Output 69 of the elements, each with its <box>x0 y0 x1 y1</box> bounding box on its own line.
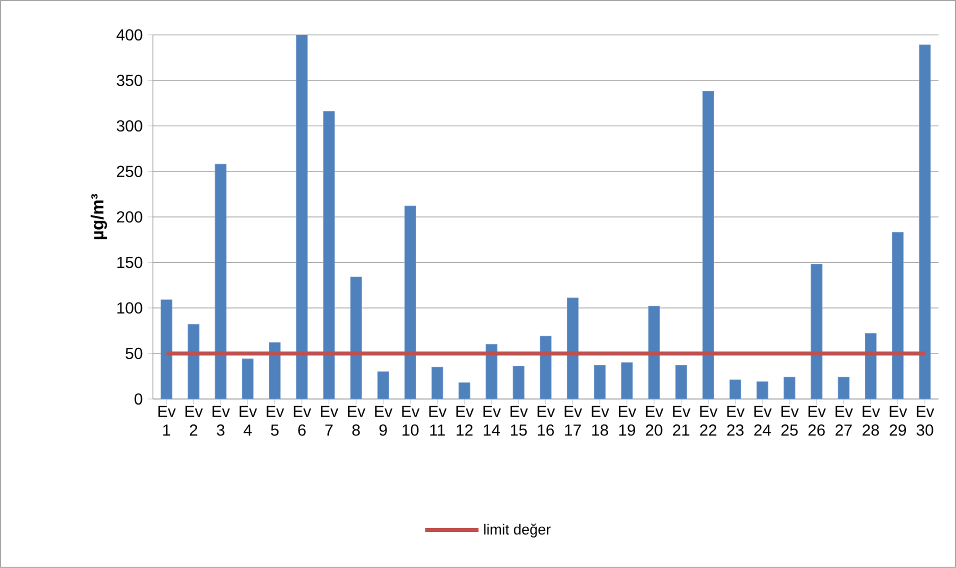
bar <box>486 344 498 400</box>
bar <box>432 366 444 400</box>
x-tick-label: Ev 4 <box>240 406 258 436</box>
y-tick-label: 250 <box>116 166 142 178</box>
bar <box>730 380 742 400</box>
bar <box>242 358 254 400</box>
x-tick-label: Ev 7 <box>320 406 338 436</box>
bar <box>160 300 172 400</box>
x-tick-label: Ev 21 <box>673 406 690 436</box>
bar <box>540 336 552 400</box>
bar <box>350 276 362 400</box>
y-axis-title: µg/m³ <box>90 194 108 240</box>
x-tick-label: Ev 30 <box>916 406 934 436</box>
x-tick-label: Ev 11 <box>429 406 447 436</box>
x-tick-label: Ev 22 <box>700 406 718 436</box>
bar <box>188 324 200 400</box>
bar <box>377 371 389 400</box>
x-tick-label: Ev 2 <box>186 406 203 436</box>
bar <box>892 232 904 400</box>
bar <box>864 333 877 400</box>
x-tick-label: Ev 29 <box>890 406 908 436</box>
bar <box>214 164 226 400</box>
bar <box>675 365 687 400</box>
bar <box>404 206 416 400</box>
y-tick-label: 200 <box>116 211 142 223</box>
x-tick-label: Ev 26 <box>808 406 826 436</box>
bar <box>810 264 822 400</box>
bar <box>296 34 308 400</box>
y-tick-label: 350 <box>116 74 142 86</box>
x-tick-label: Ev 24 <box>754 406 772 436</box>
bar <box>269 342 281 400</box>
legend-label: limit değer <box>484 524 551 538</box>
x-tick-label: Ev 9 <box>375 406 392 436</box>
x-tick-label: Ev 25 <box>781 406 799 436</box>
bar <box>323 111 335 400</box>
x-tick-label: Ev 10 <box>402 406 420 436</box>
bar <box>702 91 714 400</box>
x-tick-label: Ev 3 <box>212 406 230 436</box>
x-tick-label: Ev 14 <box>483 406 501 436</box>
bar <box>566 298 579 400</box>
x-tick-label: Ev 18 <box>592 406 610 436</box>
y-tick-label: 50 <box>126 348 142 360</box>
bar <box>784 376 796 400</box>
x-tick-label: Ev 1 <box>158 406 176 436</box>
x-tick-label: Ev 27 <box>836 406 853 436</box>
y-tick-label: 0 <box>134 393 142 405</box>
y-tick-label: 150 <box>117 256 142 268</box>
bar <box>621 362 633 400</box>
y-tick-label: 300 <box>116 120 142 132</box>
y-tick-label: 400 <box>116 29 142 41</box>
x-tick-label: Ev 17 <box>564 406 582 436</box>
x-tick-label: Ev 23 <box>727 406 745 436</box>
x-tick-label: Ev 6 <box>294 406 312 436</box>
bar <box>756 381 768 400</box>
y-tick-label: 100 <box>117 302 142 314</box>
x-tick-label: Ev 12 <box>456 406 474 436</box>
x-tick-label: Ev 28 <box>862 406 880 436</box>
bar <box>838 376 850 400</box>
bar <box>919 44 931 400</box>
x-tick-label: Ev 8 <box>348 406 366 436</box>
x-tick-label: Ev 16 <box>538 406 555 436</box>
x-tick-label: Ev 19 <box>618 406 636 436</box>
x-tick-label: Ev 5 <box>266 406 284 436</box>
x-tick-label: Ev 20 <box>646 406 664 436</box>
bar <box>512 366 524 400</box>
bar <box>648 306 660 400</box>
bar <box>458 382 470 400</box>
x-tick-label: Ev 15 <box>510 406 528 436</box>
bar <box>594 365 606 400</box>
